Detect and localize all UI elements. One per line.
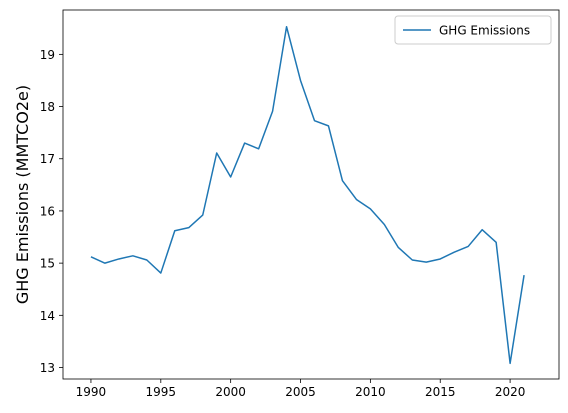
x-tick-label: 2010: [355, 385, 386, 399]
x-tick-label: 2000: [215, 385, 246, 399]
y-tick-label: 16: [40, 204, 55, 218]
data-point: [285, 25, 288, 28]
legend-label: GHG Emissions: [439, 24, 530, 38]
y-tick-label: 17: [40, 152, 55, 166]
data-point: [159, 271, 162, 274]
y-tick-label: 14: [40, 309, 55, 323]
data-point: [201, 214, 204, 217]
data-point: [425, 260, 428, 263]
data-point: [495, 241, 498, 244]
data-point: [355, 198, 358, 201]
data-point: [299, 79, 302, 82]
x-tick-label: 1995: [146, 385, 177, 399]
data-point: [173, 229, 176, 232]
data-point: [522, 274, 525, 277]
series-layer: [89, 25, 525, 365]
legend: GHG Emissions: [394, 15, 552, 45]
data-point: [257, 147, 260, 150]
data-point: [117, 257, 120, 260]
x-tick-label: 2005: [285, 385, 316, 399]
y-tick-label: 19: [40, 48, 55, 62]
data-point: [383, 223, 386, 226]
legend-box: [394, 15, 552, 45]
y-tick-label: 18: [40, 100, 55, 114]
data-point: [243, 141, 246, 144]
data-point: [467, 245, 470, 248]
y-axis: 13 14 15 16 17 18 19: [40, 48, 63, 375]
y-axis-label: GHG Emissions (MMTCO2e): [13, 85, 32, 304]
data-point: [439, 257, 442, 260]
data-point: [131, 254, 134, 257]
data-point: [187, 226, 190, 229]
x-tick-label: 2015: [425, 385, 456, 399]
plot-area-frame: [62, 9, 560, 380]
data-point: [481, 228, 484, 231]
data-point: [397, 246, 400, 249]
data-point: [313, 119, 316, 122]
data-point: [508, 362, 511, 365]
series-line: [90, 25, 525, 365]
x-tick-label: 1990: [76, 385, 107, 399]
data-point: [229, 175, 232, 178]
x-axis: 1990 1995 2000 2005 2010 2015 2020: [76, 379, 526, 399]
data-point: [271, 110, 274, 113]
x-tick-label: 2020: [495, 385, 526, 399]
data-point: [453, 251, 456, 254]
data-point: [411, 258, 414, 261]
y-tick-label: 13: [40, 361, 55, 375]
data-point: [145, 258, 148, 261]
data-point: [327, 124, 330, 127]
y-tick-label: 15: [40, 257, 55, 271]
data-point: [341, 179, 344, 182]
data-point: [89, 255, 92, 258]
data-point: [215, 151, 218, 154]
data-point: [369, 207, 372, 210]
data-point: [103, 262, 106, 265]
